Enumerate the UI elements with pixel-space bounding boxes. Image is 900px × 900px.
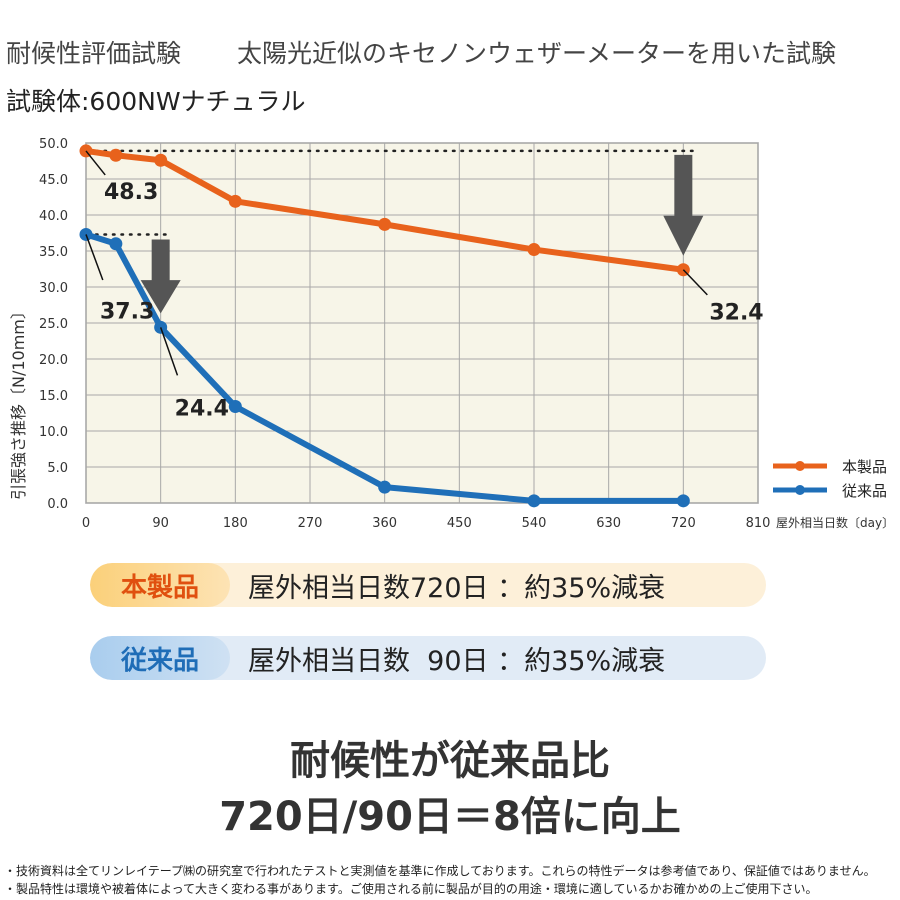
annotation-leader bbox=[85, 150, 106, 176]
y-tick-label: 5.0 bbox=[47, 461, 68, 476]
legend-label: 本製品 bbox=[842, 458, 887, 476]
down-arrow-icon bbox=[140, 239, 181, 314]
y-tick-label: 20.0 bbox=[39, 353, 68, 368]
specimen-label: 試験体:600NWナチュラル bbox=[6, 87, 306, 116]
conventional-tag: 従来品 bbox=[90, 636, 230, 680]
y-tick-label: 40.0 bbox=[39, 209, 68, 224]
x-tick-label: 630 bbox=[596, 516, 621, 531]
conventional-summary-banner: 従来品 屋外相当日数 90日 ：約35%減衰 bbox=[90, 636, 766, 680]
conclusion-line-1: 耐候性が従来品比 bbox=[290, 738, 610, 784]
y-axis-label: 引張強さ推移〔N/10mm〕 bbox=[9, 303, 28, 500]
product-summary-banner: 本製品 屋外相当日数720日 ：約35%減衰 bbox=[90, 563, 766, 607]
legend-label: 従来品 bbox=[842, 482, 887, 500]
annotation-leader bbox=[159, 327, 179, 376]
legend-marker bbox=[795, 485, 805, 495]
x-tick-label: 360 bbox=[372, 516, 397, 531]
y-tick-label: 15.0 bbox=[39, 389, 68, 404]
x-tick-label: 90 bbox=[152, 516, 169, 531]
conclusion-line-2: 720日/90日＝8倍に向上 bbox=[219, 794, 681, 840]
x-tick-label: 270 bbox=[298, 516, 323, 531]
x-tick-label: 0 bbox=[82, 516, 90, 531]
footnote-1: ・技術資料は全てリンレイテープ㈱の研究室で行われたテストと実測値を基準に作成して… bbox=[4, 864, 876, 878]
data-label: 37.3 bbox=[100, 299, 154, 324]
title-subtitle: 太陽光近似のキセノンウェザーメーターを用いた試験 bbox=[237, 39, 837, 68]
data-point bbox=[228, 400, 242, 414]
data-point bbox=[109, 237, 123, 251]
y-tick-label: 50.0 bbox=[39, 137, 68, 152]
y-tick-label: 35.0 bbox=[39, 245, 68, 260]
legend-marker bbox=[795, 461, 805, 471]
x-axis-label: 屋外相当日数〔day〕 bbox=[776, 515, 894, 530]
y-tick-label: 45.0 bbox=[39, 173, 68, 188]
annotation-leader bbox=[682, 269, 708, 296]
data-point bbox=[527, 243, 541, 257]
data-point bbox=[378, 217, 392, 231]
data-point bbox=[378, 480, 392, 494]
data-label: 48.3 bbox=[104, 180, 158, 205]
footnote-2: ・製品特性は環境や被着体によって大きく変わる事があります。ご使用される前に製品が… bbox=[4, 882, 818, 896]
x-tick-label: 540 bbox=[522, 516, 547, 531]
data-label: 32.4 bbox=[709, 301, 763, 326]
data-point bbox=[527, 494, 541, 508]
data-point bbox=[109, 148, 123, 162]
x-tick-label: 180 bbox=[223, 516, 248, 531]
conventional-summary-text: 屋外相当日数 90日 ：約35%減衰 bbox=[248, 645, 666, 677]
annotation-leader bbox=[85, 234, 104, 281]
product-tag: 本製品 bbox=[90, 563, 230, 607]
data-point bbox=[676, 494, 690, 508]
y-tick-label: 10.0 bbox=[39, 425, 68, 440]
product-summary-text: 屋外相当日数720日 ：約35%減衰 bbox=[248, 572, 666, 604]
tensile-strength-chart: 0.0 5.0 10.0 15.0 20.0 25.0 30.0 35.0 40.0 45.0 50… bbox=[9, 137, 894, 531]
y-tick-label: 0.0 bbox=[47, 497, 68, 512]
x-tick-label: 450 bbox=[447, 516, 472, 531]
down-arrow-icon bbox=[663, 154, 704, 256]
title-main: 耐候性評価試験 bbox=[6, 39, 182, 68]
data-point bbox=[228, 194, 242, 208]
x-tick-label: 810 bbox=[746, 516, 771, 531]
data-point bbox=[154, 153, 168, 167]
y-tick-label: 30.0 bbox=[39, 281, 68, 296]
page-title: 耐候性評価試験 太陽光近似のキセノンウェザーメーターを用いた試験 bbox=[6, 34, 836, 70]
y-tick-label: 25.0 bbox=[39, 317, 68, 332]
data-label: 24.4 bbox=[175, 396, 229, 421]
x-tick-label: 720 bbox=[671, 516, 696, 531]
